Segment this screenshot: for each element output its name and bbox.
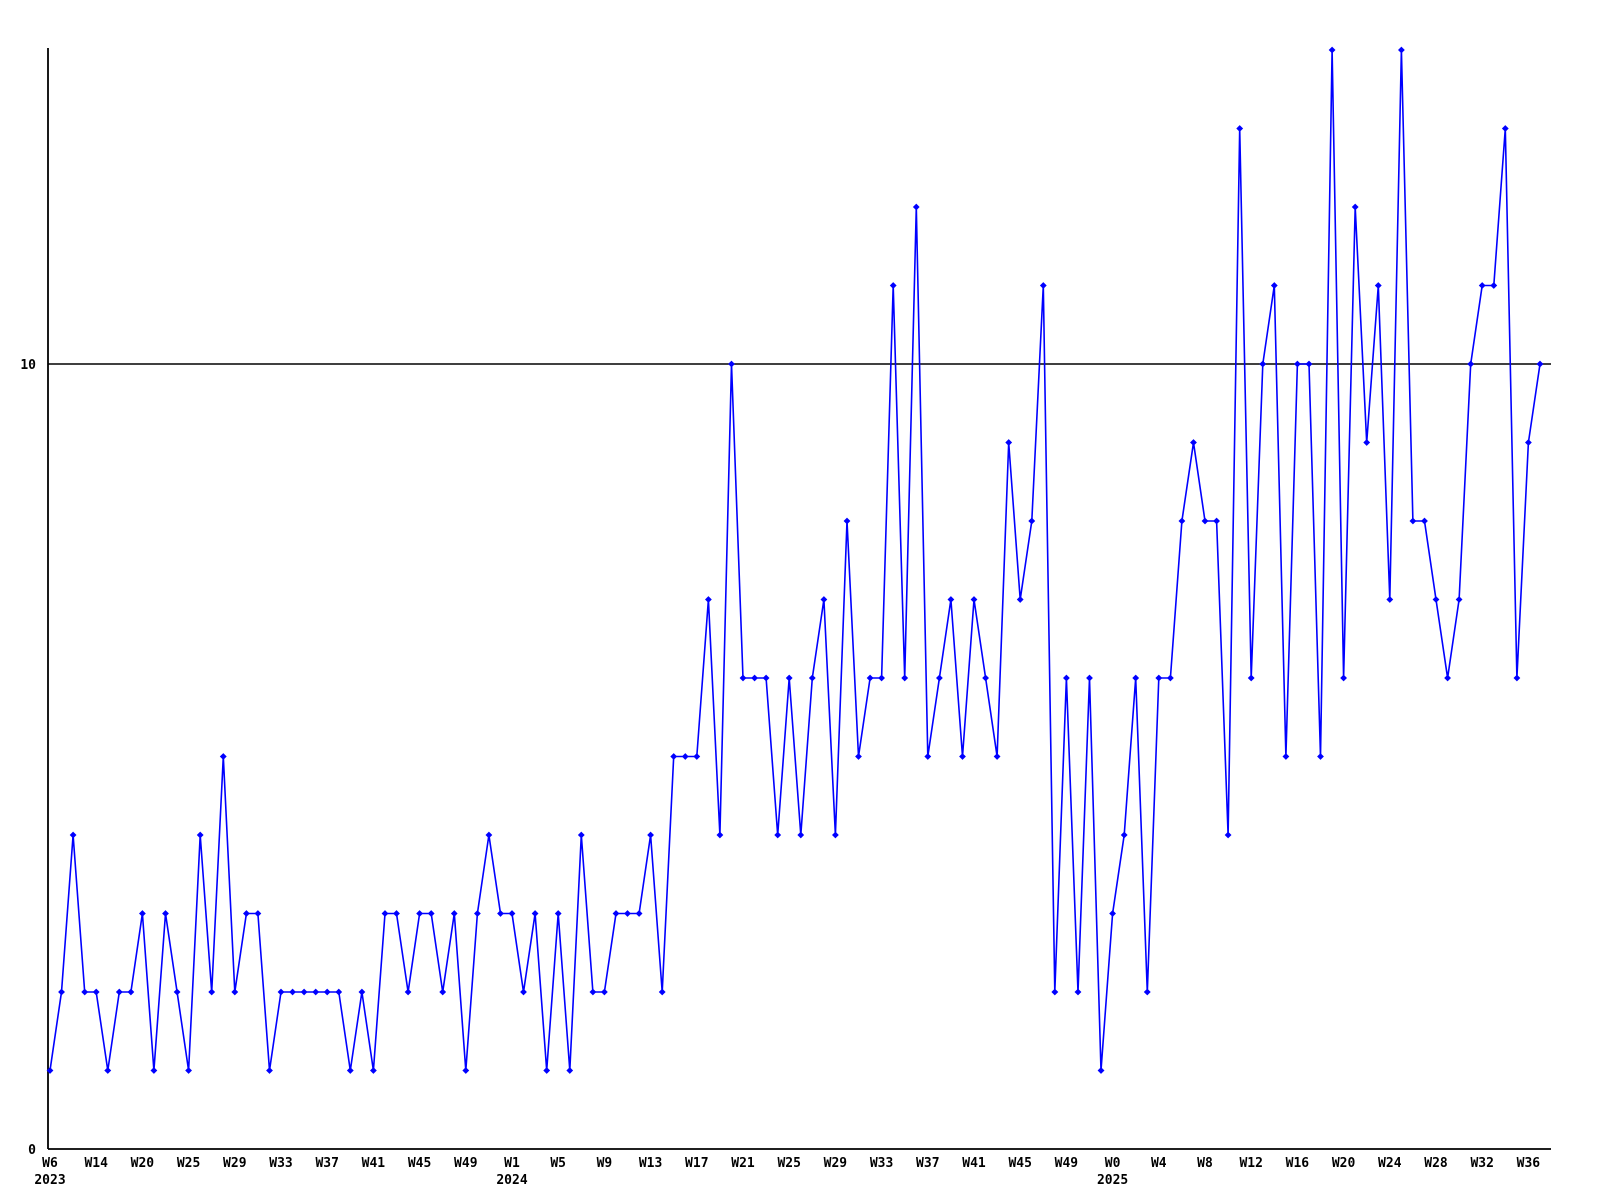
x-tick-label: W49: [1055, 1156, 1078, 1171]
x-tick-label: W16: [1286, 1156, 1310, 1171]
x-tick-label: W29: [223, 1156, 246, 1171]
x-tick-label: W21: [731, 1156, 755, 1171]
x-tick-label: W45: [1008, 1156, 1031, 1171]
y-tick-label: 0: [28, 1143, 36, 1158]
x-tick-label: W8: [1197, 1156, 1213, 1171]
x-tick-label: W28: [1424, 1156, 1448, 1171]
x-tick-label: W37: [916, 1156, 939, 1171]
x-year-label: 2023: [34, 1173, 65, 1188]
x-year-label: 2025: [1097, 1173, 1128, 1188]
x-tick-label: W20: [131, 1156, 155, 1171]
x-tick-label: W25: [777, 1156, 800, 1171]
x-tick-label: W45: [408, 1156, 431, 1171]
x-tick-label: W41: [962, 1156, 986, 1171]
x-tick-label: W6: [42, 1156, 58, 1171]
x-tick-label: W33: [269, 1156, 292, 1171]
y-tick-label: 10: [20, 358, 36, 373]
x-tick-label: W32: [1470, 1156, 1493, 1171]
x-tick-label: W49: [454, 1156, 477, 1171]
x-tick-label: W4: [1151, 1156, 1167, 1171]
x-tick-label: W29: [824, 1156, 847, 1171]
x-tick-label: W0: [1105, 1156, 1121, 1171]
x-tick-label: W41: [362, 1156, 386, 1171]
x-tick-label: W9: [597, 1156, 613, 1171]
x-tick-label: W14: [84, 1156, 108, 1171]
x-year-label: 2024: [496, 1173, 527, 1188]
x-tick-label: W17: [685, 1156, 708, 1171]
data-point-markers: [46, 46, 1544, 1074]
x-tick-label: W12: [1239, 1156, 1262, 1171]
x-tick-label: W1: [504, 1156, 520, 1171]
x-tick-label: W5: [550, 1156, 566, 1171]
x-tick-label: W20: [1332, 1156, 1356, 1171]
x-tick-label: W33: [870, 1156, 893, 1171]
x-tick-label: W24: [1378, 1156, 1402, 1171]
x-tick-label: W13: [639, 1156, 662, 1171]
x-tick-label: W36: [1517, 1156, 1541, 1171]
x-tick-label: W25: [177, 1156, 200, 1171]
data-series-line: [49, 49, 1541, 1072]
x-tick-label: W37: [315, 1156, 338, 1171]
